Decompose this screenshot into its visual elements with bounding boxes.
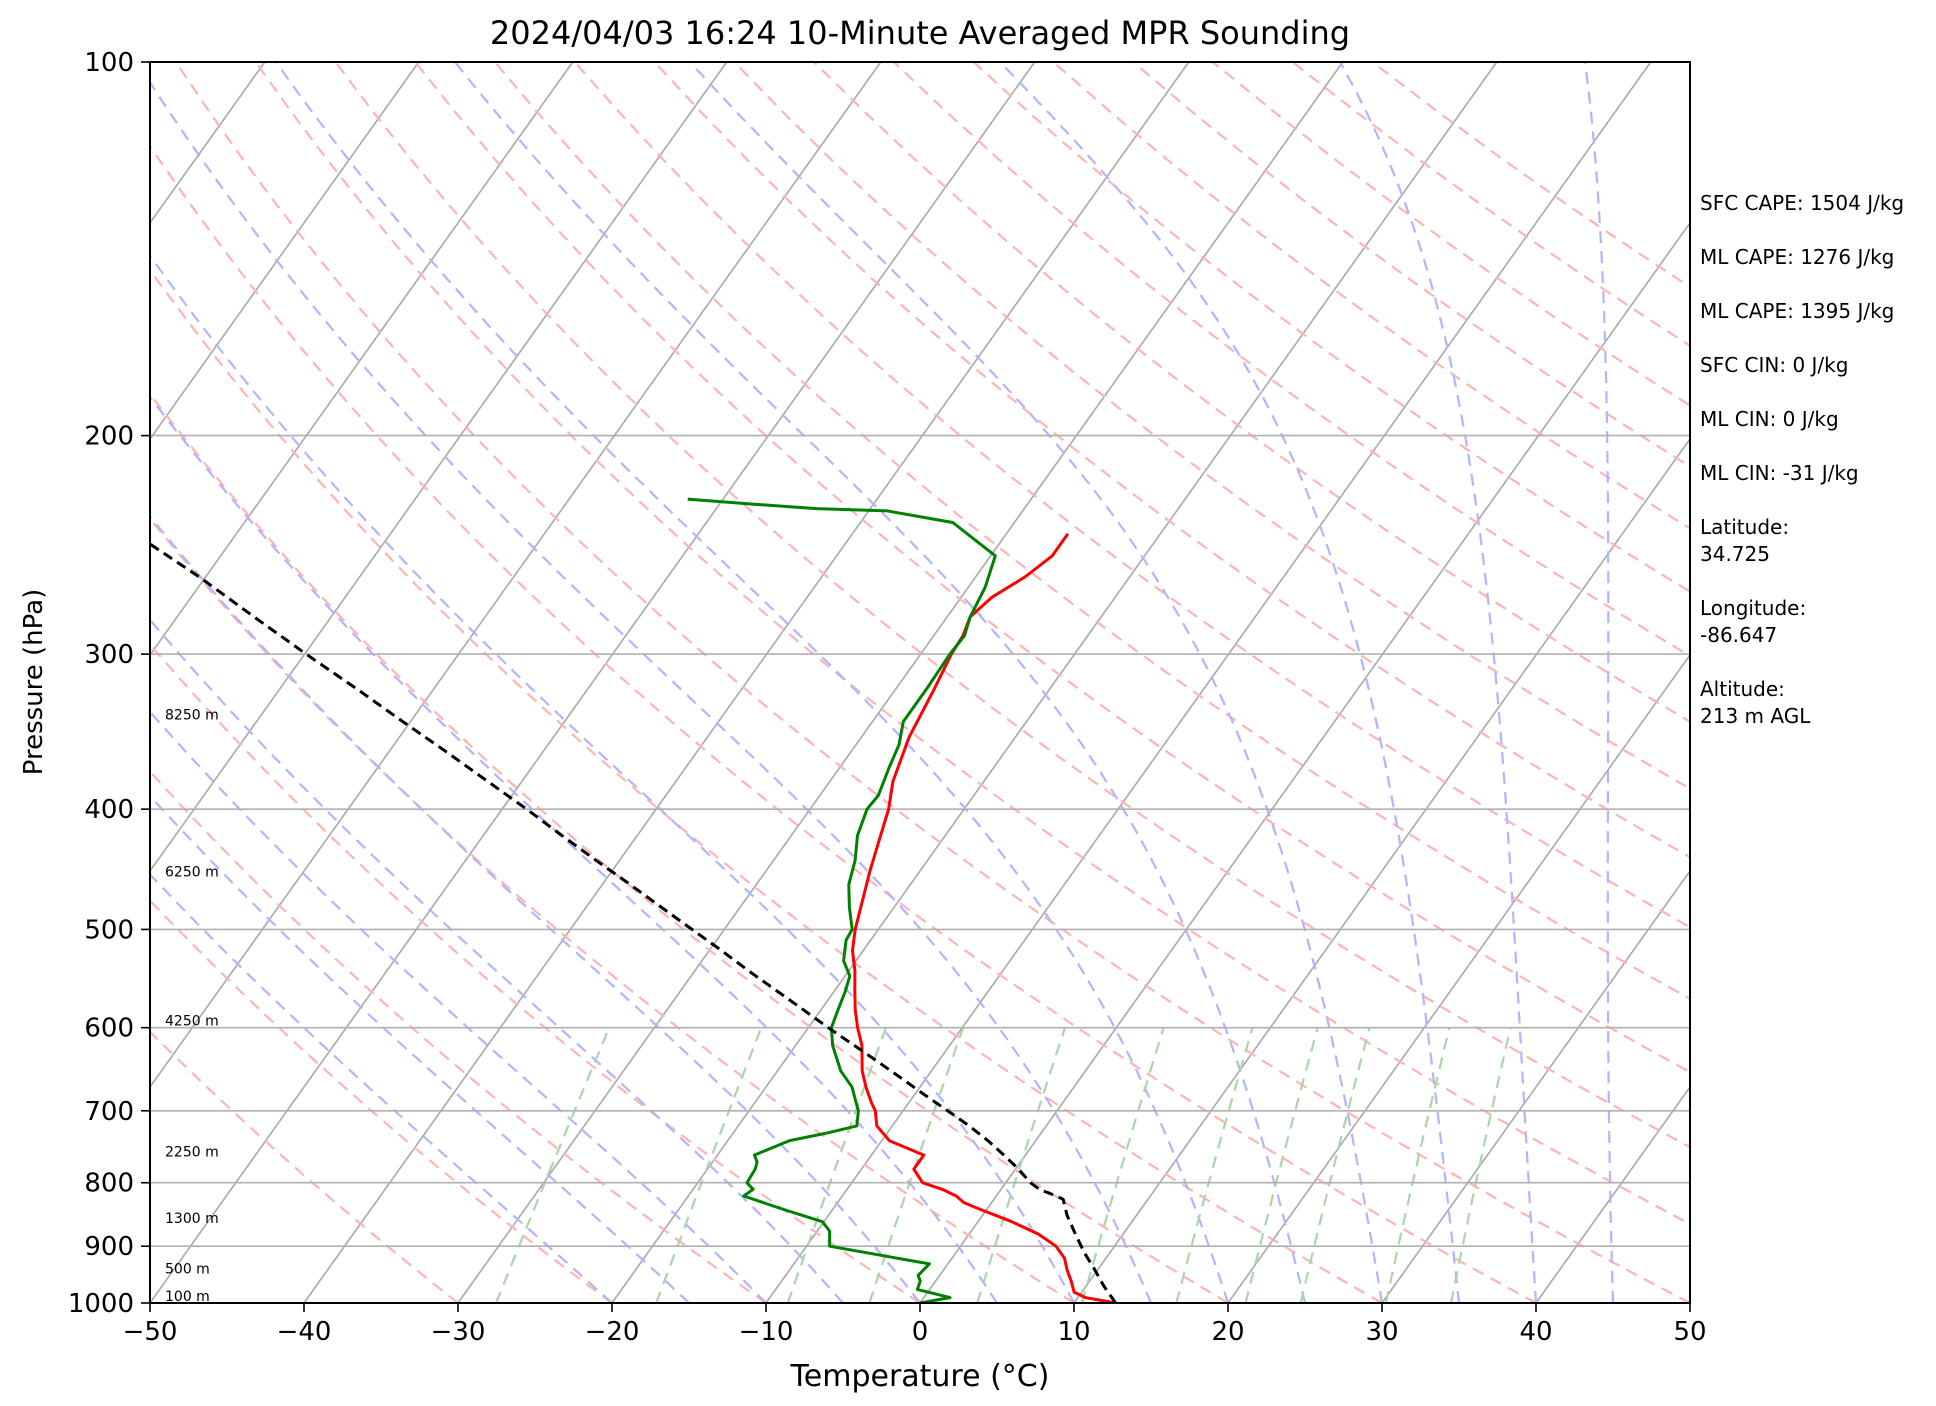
height-label: 100 m — [165, 1289, 210, 1305]
height-label: 4250 m — [165, 1014, 219, 1030]
y-tick-label: 800 — [84, 1169, 134, 1199]
dry-adiabat-line — [254, 62, 1690, 1226]
y-tick-label: 600 — [84, 1014, 134, 1044]
height-labels: 100 m 500 m 1300 m 2250 m 4250 m 6250 m 8250 m — [165, 708, 219, 1305]
dry-adiabat-line — [150, 143, 1537, 1303]
isotherm-line — [1073, 437, 1690, 1303]
moist-adiabat-line — [1584, 62, 1615, 1303]
stat-value: 34.725 — [1700, 542, 1770, 566]
isotherm-line — [303, 62, 1190, 1303]
isotherm-line — [150, 62, 728, 873]
isotherm-line — [1535, 1085, 1690, 1303]
dry-adiabat-line — [653, 62, 1690, 859]
isotherm-line — [150, 62, 1036, 1303]
isotherm-line — [457, 62, 1344, 1303]
isotherm-line — [1227, 653, 1690, 1303]
dry-adiabat-line — [174, 62, 1690, 1303]
stat-label: ML CAPE: 1395 J/kg — [1700, 299, 1894, 323]
moist-adiabat-line — [150, 618, 844, 1303]
isotherm-line — [611, 62, 1498, 1303]
stat-label: Altitude: — [1700, 677, 1785, 701]
moist-adiabat-line — [689, 62, 1384, 1303]
x-tick-label: −10 — [739, 1317, 794, 1347]
sounding-trace-0 — [851, 532, 1116, 1303]
x-axis-label: Temperature (°C) — [790, 1359, 1050, 1394]
dry-adiabat-line — [150, 769, 767, 1303]
stat-label: SFC CAPE: 1504 J/kg — [1700, 191, 1904, 215]
y-tick-label: 200 — [84, 422, 134, 452]
dry-adiabat-line — [893, 62, 1690, 658]
x-tick-label: 50 — [1673, 1317, 1706, 1347]
x-tick-label: −20 — [585, 1317, 640, 1347]
isotherm-line — [919, 221, 1690, 1303]
x-tick-label: −30 — [431, 1317, 486, 1347]
dry-adiabat-line — [334, 62, 1690, 1149]
height-label: 1300 m — [165, 1211, 219, 1227]
y-tick-label: 100 — [84, 48, 134, 78]
y-tick-label: 500 — [84, 915, 134, 945]
y-axis-label: Pressure (hPa) — [19, 589, 49, 776]
stat-label: ML CAPE: 1276 J/kg — [1700, 245, 1894, 269]
dry-adiabat-line — [573, 62, 1690, 929]
isotherm-line — [1381, 869, 1690, 1303]
stat-value: -86.647 — [1700, 623, 1777, 647]
sounding-trace-1 — [687, 497, 997, 1303]
isotherm-line — [765, 62, 1652, 1303]
y-tick-label: 1000 — [68, 1289, 134, 1319]
dry-adiabat-line — [150, 516, 1075, 1303]
x-axis: −50 −40 −30 −20 −10 0 10 20 30 40 50 — [123, 1303, 1707, 1347]
stat-label: Latitude: — [1700, 515, 1789, 539]
chart-title: 2024/04/03 16:24 10-Minute Averaged MPR … — [490, 14, 1350, 52]
height-label: 2250 m — [165, 1145, 219, 1161]
sounding-traces — [150, 497, 1117, 1303]
moist-adiabat-line — [1339, 62, 1538, 1303]
stat-value: 213 m AGL — [1700, 704, 1811, 728]
stat-label: ML CIN: 0 J/kg — [1700, 407, 1839, 431]
moist-adiabat-line — [150, 514, 921, 1303]
dry-adiabat-line — [494, 62, 1690, 1000]
height-label: 6250 m — [165, 865, 219, 881]
y-tick-label: 900 — [84, 1232, 134, 1262]
moist-adiabat-line — [150, 395, 998, 1303]
y-axis: 100 200 300 400 500 600 700 800 900 1000 — [68, 48, 150, 1319]
y-tick-label: 700 — [84, 1097, 134, 1127]
moist-adiabat-line — [275, 62, 1230, 1303]
y-tick-label: 300 — [84, 640, 134, 670]
x-tick-label: −50 — [123, 1317, 178, 1347]
sounding-stats-panel: SFC CAPE: 1504 J/kg ML CAPE: 1276 J/kg ML … — [1700, 191, 1904, 728]
isotherm-line — [150, 62, 574, 657]
stat-label: Longitude: — [1700, 596, 1806, 620]
stat-label: ML CIN: -31 J/kg — [1700, 461, 1859, 485]
dry-adiabat-line — [150, 392, 1229, 1303]
x-tick-label: 30 — [1365, 1317, 1398, 1347]
moist-adiabat-line — [150, 794, 690, 1303]
x-tick-label: 40 — [1519, 1317, 1552, 1347]
sounding-trace-2 — [150, 542, 1117, 1303]
stat-label: SFC CIN: 0 J/kg — [1700, 353, 1848, 377]
dry-adiabat-line — [150, 899, 613, 1303]
isotherm-line — [150, 62, 882, 1089]
dry-adiabat-line — [414, 62, 1690, 1074]
dry-adiabat-line — [972, 62, 1690, 593]
reference-lines — [150, 62, 1690, 1303]
moist-adiabat-line — [999, 62, 1461, 1303]
dry-adiabat-line — [150, 268, 1383, 1303]
moist-adiabat-line — [453, 62, 1307, 1303]
height-label: 8250 m — [165, 708, 219, 724]
x-tick-label: 20 — [1211, 1317, 1244, 1347]
moist-adiabat-line — [150, 253, 1075, 1303]
x-tick-label: 0 — [912, 1317, 929, 1347]
height-label: 500 m — [165, 1261, 210, 1277]
moist-adiabat-line — [150, 710, 767, 1303]
isotherm-line — [150, 62, 420, 441]
x-tick-label: 10 — [1057, 1317, 1090, 1347]
y-tick-label: 400 — [84, 795, 134, 825]
moist-adiabat-line — [150, 872, 613, 1303]
x-tick-label: −40 — [277, 1317, 332, 1347]
